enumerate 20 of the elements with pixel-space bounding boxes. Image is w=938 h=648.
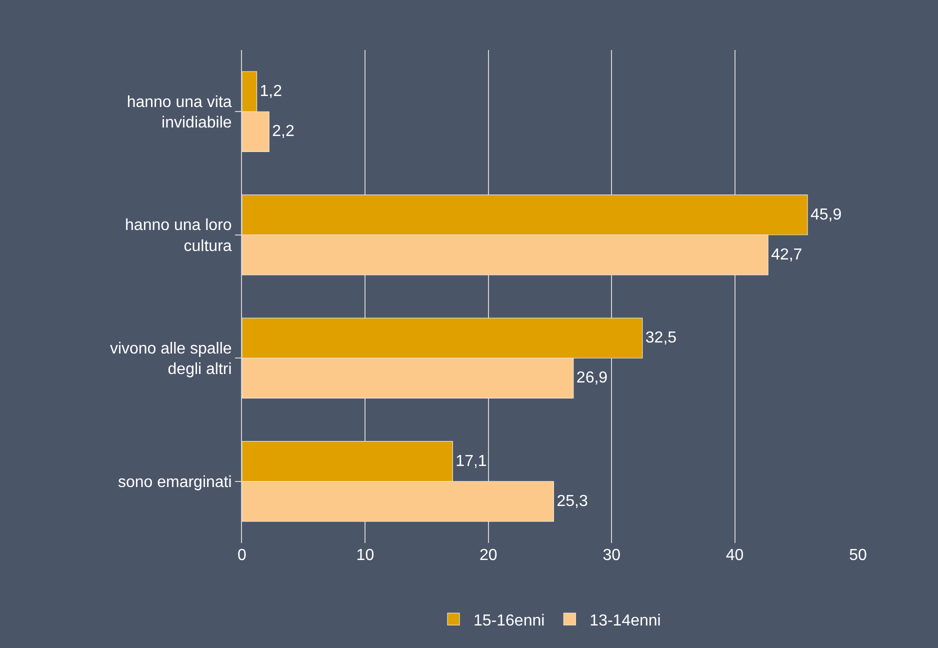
data-label: 42,7 [771, 246, 802, 264]
y-tick-label: hanno una vita invidiabile [126, 94, 232, 132]
data-label: 17,1 [456, 452, 487, 470]
y-tick-label: hanno una loro cultura [125, 217, 232, 255]
x-tick-label: 50 [849, 547, 867, 564]
y-tick-label: vivono alle spalle degli altri [110, 340, 232, 378]
y-tick-label: sono emarginati [118, 474, 232, 491]
data-label: 25,3 [556, 492, 588, 510]
x-tick-label: 0 [238, 547, 247, 564]
data-label: 32,5 [645, 330, 677, 347]
data-label: 1,2 [260, 83, 282, 100]
data-label: 2,2 [272, 123, 294, 140]
x-tick-label: 10 [356, 547, 374, 564]
data-label: 45,9 [810, 206, 842, 224]
x-tick-label: 20 [480, 547, 498, 564]
legend-label: 13-14enni [590, 612, 661, 630]
x-tick-label: 40 [726, 547, 744, 564]
data-label: 26,9 [576, 370, 608, 387]
legend-label: 15-16enni [474, 612, 545, 630]
x-tick-label: 30 [602, 547, 621, 564]
